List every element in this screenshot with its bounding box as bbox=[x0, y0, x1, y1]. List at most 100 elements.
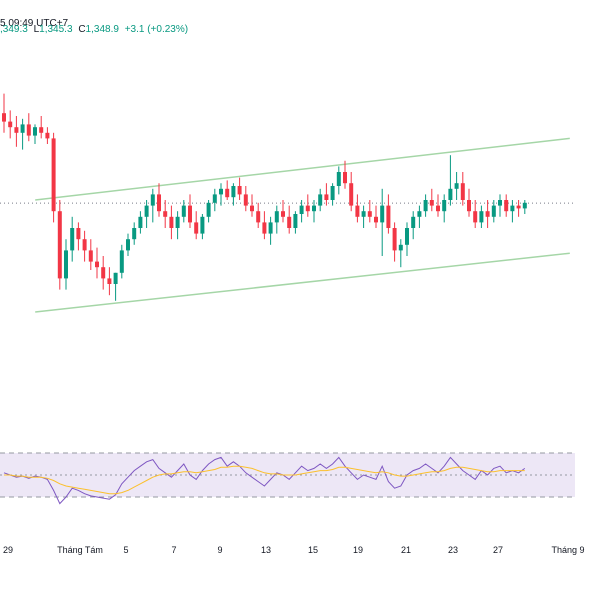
x-tick-label: 9 bbox=[217, 545, 223, 555]
candle-body bbox=[392, 228, 397, 251]
candle-body bbox=[367, 211, 372, 217]
candle-body bbox=[374, 216, 378, 223]
ohlc-close-label: C bbox=[78, 24, 86, 35]
candle-body bbox=[57, 211, 62, 279]
candle-body bbox=[157, 194, 161, 212]
candle-body bbox=[287, 216, 292, 228]
candle-body bbox=[250, 205, 254, 212]
candle-body bbox=[405, 228, 409, 245]
x-tick-label: 13 bbox=[260, 545, 272, 555]
candle-body bbox=[281, 211, 285, 217]
candle-body bbox=[448, 188, 453, 200]
candle-body bbox=[150, 194, 155, 206]
candle-body bbox=[8, 121, 13, 128]
candle-body bbox=[491, 205, 496, 217]
candle-body bbox=[479, 211, 484, 223]
header-time: 5 09:49 UTC+7 bbox=[0, 18, 69, 29]
candle-body bbox=[498, 200, 502, 206]
x-tick-label: 29 bbox=[2, 545, 14, 555]
candle-body bbox=[206, 202, 211, 217]
x-tick-label: Tháng 9 bbox=[551, 545, 585, 555]
candle-body bbox=[380, 205, 385, 223]
candle-body bbox=[398, 244, 403, 251]
x-tick-label: Tháng Tám bbox=[57, 545, 103, 555]
candle-body bbox=[460, 183, 465, 200]
x-tick-label: 5 bbox=[123, 545, 129, 555]
candle-body bbox=[318, 194, 323, 206]
candle-body bbox=[274, 211, 279, 223]
candle-body bbox=[429, 200, 434, 206]
candle-body bbox=[312, 205, 316, 212]
candle-body bbox=[343, 172, 347, 184]
channel-upper-line bbox=[35, 137, 570, 201]
rsi-ma-line bbox=[4, 465, 525, 495]
candle-body bbox=[516, 205, 521, 209]
candle-body bbox=[33, 127, 37, 136]
candle-body bbox=[504, 200, 509, 212]
candle-body bbox=[510, 205, 515, 212]
candle-body bbox=[417, 211, 422, 217]
x-tick-label: 21 bbox=[400, 545, 412, 555]
candle-body bbox=[200, 216, 205, 234]
candle-body bbox=[349, 183, 354, 206]
candle-body bbox=[411, 216, 416, 228]
x-tick-label: 19 bbox=[352, 545, 364, 555]
candle-body bbox=[225, 188, 230, 198]
candle-body bbox=[39, 127, 44, 133]
candle-body bbox=[82, 239, 87, 251]
candle-body bbox=[423, 200, 428, 212]
candle-body bbox=[355, 205, 360, 217]
candle-body bbox=[126, 239, 130, 251]
x-tick-label: 7 bbox=[171, 545, 177, 555]
candle-body bbox=[70, 228, 75, 251]
x-tick-label: 27 bbox=[492, 545, 504, 555]
candle-body bbox=[305, 205, 310, 212]
candle-body bbox=[138, 216, 143, 228]
candle-body bbox=[20, 124, 25, 133]
candle-body bbox=[101, 267, 106, 279]
candle-body bbox=[45, 132, 50, 139]
rsi-line bbox=[3, 456, 526, 505]
candle-body bbox=[436, 205, 440, 212]
candle-body bbox=[188, 205, 192, 223]
x-tick-label: 23 bbox=[447, 545, 459, 555]
candle-body bbox=[194, 222, 199, 234]
candle-body bbox=[132, 228, 137, 240]
ohlc-legend: ,349.3 L1,345.3 C1,348.9 +3.1 (+0.23%) bbox=[0, 24, 188, 35]
candle-body bbox=[262, 222, 267, 234]
ohlc-low-value: 1,345.3 bbox=[39, 24, 73, 35]
candle-body bbox=[237, 186, 242, 195]
ohlc-low-label: L bbox=[33, 24, 40, 35]
candle-body bbox=[243, 194, 248, 206]
candle-body bbox=[163, 211, 168, 217]
ohlc-high-fragment: ,349.3 bbox=[0, 24, 28, 35]
candle-body bbox=[76, 228, 81, 240]
channel-lower-line bbox=[35, 252, 570, 313]
candle-body bbox=[107, 278, 112, 284]
candle-body bbox=[64, 250, 68, 279]
candle-body bbox=[14, 127, 19, 133]
candle-body bbox=[219, 188, 223, 195]
ohlc-close-value: 1,348.9 bbox=[85, 24, 119, 35]
candle-body bbox=[256, 211, 261, 223]
candle-body bbox=[473, 211, 478, 223]
candle-body bbox=[324, 194, 329, 200]
candle-body bbox=[293, 214, 298, 228]
candle-body bbox=[88, 250, 93, 262]
candle-body bbox=[442, 200, 447, 212]
candle-body bbox=[2, 113, 6, 122]
candle-body bbox=[336, 172, 341, 186]
candle-body bbox=[268, 222, 273, 234]
candle-body bbox=[51, 138, 56, 212]
candle-body bbox=[212, 194, 217, 203]
ohlc-change: +3.1 (+0.23%) bbox=[124, 24, 189, 35]
candle-body bbox=[95, 261, 99, 268]
candle-body bbox=[361, 211, 366, 217]
candle-body bbox=[299, 205, 304, 214]
candle-body bbox=[522, 202, 527, 209]
candle-body bbox=[181, 205, 186, 217]
candle-body bbox=[144, 205, 149, 217]
candle-body bbox=[26, 124, 31, 136]
candle-body bbox=[467, 200, 471, 212]
